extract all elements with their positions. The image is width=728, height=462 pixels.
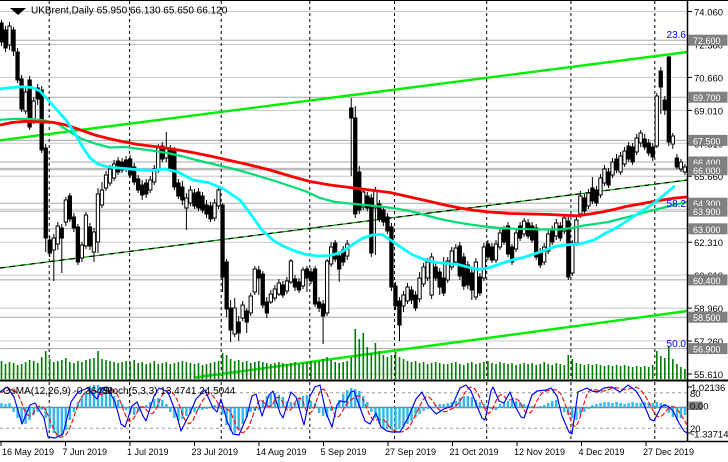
svg-text:55.610: 55.610 xyxy=(694,370,723,381)
svg-text:1 Jul 2019: 1 Jul 2019 xyxy=(127,447,169,457)
svg-text:UKBrent,Daily 65.950 66.130 6: UKBrent,Daily 65.950 66.130 65.650 66.12… xyxy=(31,6,228,17)
svg-text:60.400: 60.400 xyxy=(693,276,721,286)
svg-text:14 Aug 2019: 14 Aug 2019 xyxy=(256,447,307,457)
svg-text:72.380: 72.380 xyxy=(694,41,723,52)
svg-text:57.260: 57.260 xyxy=(694,337,723,348)
svg-text:16 May 2019: 16 May 2019 xyxy=(2,447,54,457)
svg-text:67.500: 67.500 xyxy=(693,136,721,146)
svg-text:58.2: 58.2 xyxy=(667,199,687,210)
svg-text:56.900: 56.900 xyxy=(693,345,721,355)
svg-text:69.010: 69.010 xyxy=(694,106,723,117)
svg-text:66.400: 66.400 xyxy=(693,158,721,168)
svg-text:58.500: 58.500 xyxy=(693,313,721,323)
svg-text:4 Dec 2019: 4 Dec 2019 xyxy=(579,447,625,457)
svg-text:-1.33714: -1.33714 xyxy=(691,430,728,441)
svg-text:27 Dec 2019: 27 Dec 2019 xyxy=(643,447,694,457)
svg-text:1.02136: 1.02136 xyxy=(691,383,725,394)
svg-text:80: 80 xyxy=(690,389,701,400)
svg-text:21 Oct 2019: 21 Oct 2019 xyxy=(450,447,499,457)
svg-text:OsMA(12,26,9) -0.36488: OsMA(12,26,9) -0.36488 xyxy=(3,386,113,397)
svg-text:62.310: 62.310 xyxy=(694,238,723,249)
svg-text:70.660: 70.660 xyxy=(694,73,723,84)
svg-text:7 Jun 2019: 7 Jun 2019 xyxy=(63,447,108,457)
svg-text:65.660: 65.660 xyxy=(694,172,723,183)
svg-text:58.960: 58.960 xyxy=(694,304,723,315)
svg-text:63.000: 63.000 xyxy=(693,225,721,235)
svg-text:20: 20 xyxy=(690,424,701,435)
svg-text:72.600: 72.600 xyxy=(693,36,721,46)
svg-text:Stoch(5,3,3) 13.4741 24.5044: Stoch(5,3,3) 13.4741 24.5044 xyxy=(103,386,236,397)
svg-text:23.6: 23.6 xyxy=(667,30,687,41)
svg-text:64.300: 64.300 xyxy=(693,199,721,209)
svg-text:63.900: 63.900 xyxy=(693,207,721,217)
svg-text:27 Sep 2019: 27 Sep 2019 xyxy=(385,447,436,457)
svg-text:74.060: 74.060 xyxy=(694,8,723,19)
svg-text:5 Sep 2019: 5 Sep 2019 xyxy=(321,447,367,457)
svg-text:69.700: 69.700 xyxy=(693,93,721,103)
svg-text:0.00: 0.00 xyxy=(690,402,709,413)
svg-text:12 Nov 2019: 12 Nov 2019 xyxy=(514,447,565,457)
svg-text:66.000: 66.000 xyxy=(693,166,721,176)
svg-text:50.0: 50.0 xyxy=(667,339,687,350)
svg-text:23 Jul 2019: 23 Jul 2019 xyxy=(192,447,239,457)
